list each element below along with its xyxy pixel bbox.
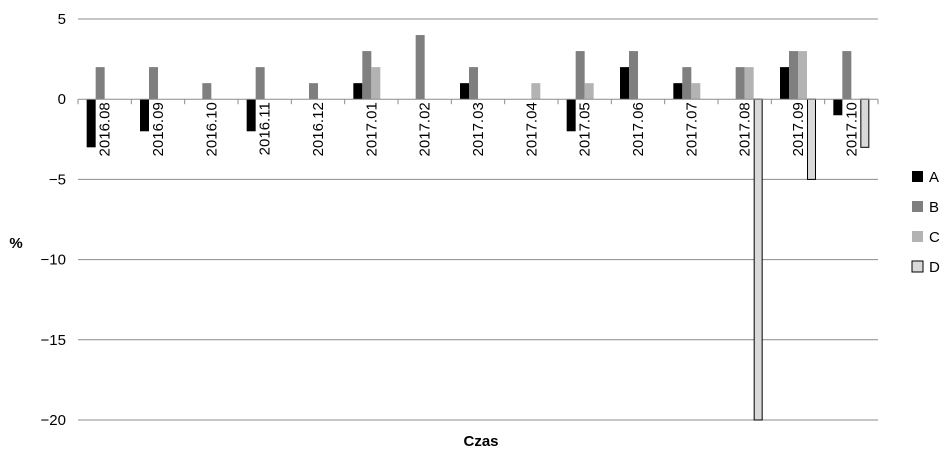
- gridlines: [78, 18, 878, 421]
- category-label: 2016.12: [310, 102, 327, 156]
- category-labels: 2016.08 2016.09 2016.10 2016.11 2016.12 2017.…: [97, 102, 861, 156]
- y-tick-label: 0: [58, 91, 66, 108]
- bar-D-2017.09: [807, 98, 816, 180]
- y-tick-label: −10: [41, 252, 66, 269]
- legend-label-C: C: [929, 229, 940, 246]
- category-label: 2017.05: [577, 102, 594, 156]
- bar-C-2017.04: [531, 83, 541, 100]
- bar-B-2017.09: [789, 51, 798, 100]
- bars: [86, 35, 870, 421]
- bar-B-2017.08: [735, 67, 745, 100]
- bar-A-2016.11: [246, 99, 256, 132]
- category-label: 2017.10: [843, 102, 860, 156]
- category-label: 2017.06: [630, 102, 647, 156]
- y-tick-label: −15: [41, 332, 66, 349]
- bar-A-2017.07: [673, 83, 683, 100]
- legend-label-A: A: [929, 169, 939, 186]
- bar-C-2017.09: [798, 51, 807, 100]
- bar-B-2017.10: [842, 51, 852, 100]
- legend-swatch-B: [912, 201, 923, 212]
- bar-B-2016.09: [149, 67, 158, 100]
- bar-C-2017.08: [744, 67, 754, 100]
- legend-label-B: B: [929, 199, 939, 216]
- bar-A-2017.10: [833, 99, 843, 116]
- category-label: 2017.07: [683, 102, 700, 156]
- category-label: 2017.08: [737, 102, 754, 156]
- bar-B-2016.11: [255, 67, 265, 100]
- legend-swatch-D: [911, 260, 924, 273]
- bar-A-2017.05: [566, 99, 576, 132]
- category-label: 2016.09: [150, 102, 167, 156]
- y-axis-title: %: [9, 235, 22, 252]
- bar-A-2016.09: [140, 99, 149, 132]
- x-axis: [77, 98, 879, 105]
- bar-A-2017.06: [620, 67, 629, 100]
- y-tick-label: 5: [58, 11, 66, 28]
- bar-A-2017.09: [780, 67, 789, 100]
- bar-D-2017.10: [860, 98, 870, 148]
- category-label: 2017.02: [417, 102, 434, 156]
- bar-B-2017.03: [469, 67, 478, 100]
- legend-label-D: D: [929, 259, 940, 276]
- category-label: 2016.10: [203, 102, 220, 156]
- category-label: 2017.09: [790, 102, 807, 156]
- legend-swatch-A: [912, 171, 923, 182]
- bar-B-2016.08: [95, 67, 105, 100]
- category-label: 2016.11: [257, 102, 274, 155]
- legend-swatch-C: [912, 231, 923, 242]
- bar-B-2017.05: [575, 51, 585, 100]
- bar-B-2016.12: [309, 83, 318, 100]
- category-label: 2016.08: [97, 102, 114, 156]
- bar-B-2017.02: [415, 35, 425, 100]
- bar-B-2016.10: [202, 83, 212, 100]
- x-axis-title: Czas: [463, 433, 498, 450]
- bar-B-2017.07: [682, 67, 692, 100]
- bar-D-2017.08: [753, 98, 763, 421]
- bar-A-2016.08: [86, 99, 96, 148]
- bar-C-2017.01: [371, 67, 381, 100]
- bar-A-2017.01: [353, 83, 363, 100]
- y-tick-label: −20: [41, 412, 66, 429]
- category-label: 2017.04: [523, 102, 540, 156]
- bar-C-2017.07: [691, 83, 701, 100]
- category-label: 2017.01: [363, 102, 380, 156]
- y-axis-tick-labels: 5 0 −5 −10 −15 −20: [41, 11, 66, 429]
- bar-B-2017.01: [362, 51, 372, 100]
- bar-C-2017.05: [584, 83, 594, 100]
- bar-A-2017.03: [460, 83, 469, 100]
- y-tick-label: −5: [49, 171, 66, 188]
- bar-B-2017.06: [629, 51, 638, 100]
- category-label: 2017.03: [470, 102, 487, 156]
